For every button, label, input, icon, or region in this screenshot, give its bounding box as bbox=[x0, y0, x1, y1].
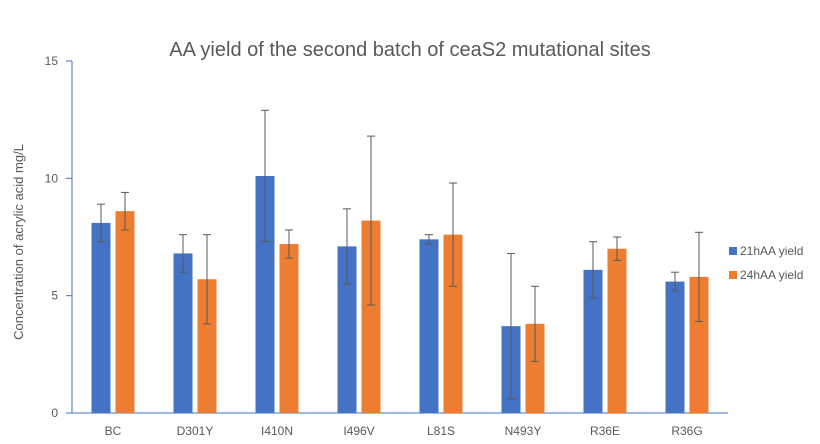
legend-swatch-21h bbox=[729, 247, 737, 255]
legend-label-24h: 24hAA yield bbox=[740, 268, 803, 282]
bar-21h-r36g bbox=[665, 281, 685, 413]
bar-24h-n493y bbox=[525, 323, 545, 413]
bar-21h-d301y bbox=[173, 253, 193, 413]
x-tick-label: D301Y bbox=[177, 424, 214, 438]
bar-21h-l81s bbox=[419, 239, 439, 413]
legend-swatch-24h bbox=[729, 271, 737, 279]
bar-21h-i410n bbox=[255, 175, 275, 413]
bar-21h-bc bbox=[91, 222, 111, 413]
bars bbox=[91, 175, 709, 413]
error-bars bbox=[97, 109, 703, 400]
x-tick-label: N493Y bbox=[505, 424, 542, 438]
y-tick-label: 10 bbox=[45, 171, 59, 185]
bar-24h-i410n bbox=[279, 244, 299, 413]
x-tick-label: BC bbox=[105, 424, 122, 438]
y-tick-label: 5 bbox=[51, 289, 58, 303]
x-tick-label: I496V bbox=[343, 424, 374, 438]
bar-24h-r36e bbox=[607, 248, 627, 413]
chart-title: AA yield of the second batch of ceaS2 mu… bbox=[169, 39, 650, 61]
bar-24h-r36g bbox=[689, 276, 709, 413]
bar-24h-bc bbox=[115, 211, 135, 413]
legend-label-21h: 21hAA yield bbox=[740, 244, 803, 258]
legend: 21hAA yield 24hAA yield bbox=[729, 244, 803, 282]
y-tick-label: 15 bbox=[45, 54, 59, 68]
bar-21h-i496v bbox=[337, 246, 357, 413]
x-tick-label: R36G bbox=[671, 424, 702, 438]
axes bbox=[66, 60, 728, 414]
y-tick-labels: 0 5 10 15 bbox=[45, 54, 59, 420]
bar-21h-r36e bbox=[583, 269, 603, 413]
y-tick-label: 0 bbox=[51, 406, 58, 420]
y-axis-label: Concentration of acrylic acid mg/L bbox=[11, 144, 26, 340]
x-tick-label: I410N bbox=[261, 424, 293, 438]
x-tick-labels: BC D301Y I410N I496V L81S N493Y R36E R36G bbox=[105, 424, 703, 438]
x-tick-label: R36E bbox=[590, 424, 620, 438]
bar-24h-i496v bbox=[361, 220, 381, 413]
bar-24h-l81s bbox=[443, 234, 463, 413]
x-tick-label: L81S bbox=[427, 424, 455, 438]
bar-24h-d301y bbox=[197, 279, 217, 413]
